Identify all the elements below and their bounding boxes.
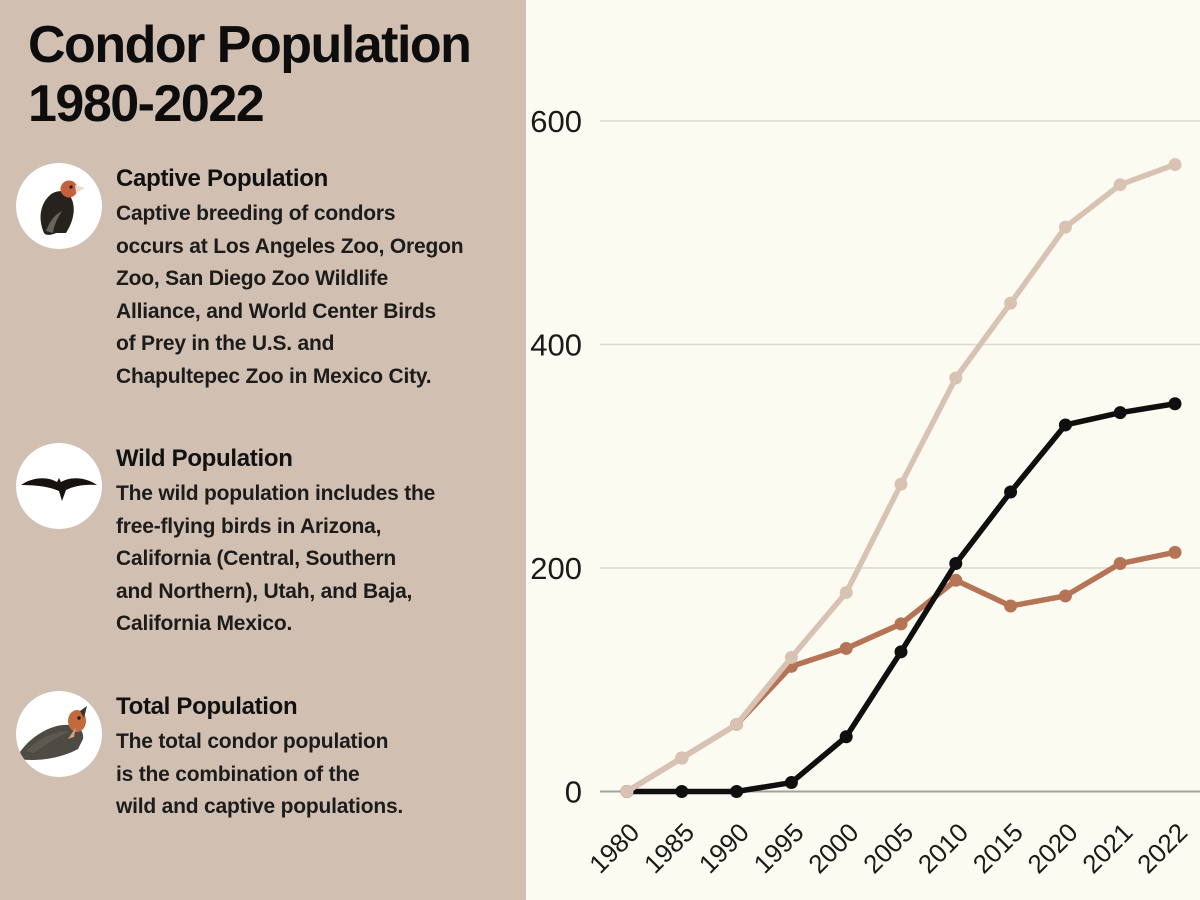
total-photo-circle bbox=[16, 691, 102, 777]
captive-photo-circle bbox=[16, 163, 102, 249]
data-point-captive-population bbox=[1168, 545, 1182, 559]
data-point-total-population bbox=[675, 751, 689, 765]
legend-body-wild: The wild population includes the free-fl… bbox=[116, 482, 436, 635]
legend-heading-wild: Wild Population bbox=[116, 445, 293, 472]
legend-heading-captive: Captive Population bbox=[116, 165, 328, 192]
data-point-wild-population bbox=[675, 785, 689, 798]
y-tick-label: 600 bbox=[530, 104, 582, 139]
data-point-captive-population bbox=[949, 573, 963, 587]
condor-standing-icon bbox=[40, 180, 85, 235]
legend-body-total: The total condor population is the combi… bbox=[116, 730, 404, 818]
legend-heading-total: Total Population bbox=[116, 693, 298, 720]
x-tick-label: 2005 bbox=[857, 817, 919, 879]
x-tick-label: 2010 bbox=[912, 817, 974, 879]
data-point-wild-population bbox=[730, 785, 744, 798]
data-point-captive-population bbox=[1113, 557, 1127, 571]
condor-population-line-chart: 0200400600198019851990199520002005201020… bbox=[530, 104, 1200, 879]
legend-body-captive: Captive breeding of condors occurs at Lo… bbox=[116, 202, 464, 388]
x-tick-label: 1985 bbox=[638, 817, 700, 879]
x-tick-label: 1980 bbox=[583, 817, 645, 879]
data-point-total-population bbox=[1058, 220, 1072, 234]
series-line-wild-population bbox=[624, 400, 1178, 795]
data-point-total-population bbox=[894, 477, 908, 491]
data-point-total-population bbox=[839, 586, 853, 600]
y-tick-label: 200 bbox=[530, 551, 582, 586]
condor-flying-icon bbox=[21, 478, 97, 501]
data-point-total-population bbox=[1168, 158, 1182, 172]
data-point-captive-population bbox=[1058, 589, 1072, 603]
series-line-captive-population bbox=[624, 549, 1178, 795]
legend-item-total: Total Population The total condor popula… bbox=[16, 691, 518, 824]
data-point-wild-population bbox=[839, 730, 853, 744]
data-point-total-population bbox=[730, 717, 744, 731]
data-point-wild-population bbox=[949, 557, 963, 571]
data-point-captive-population bbox=[839, 641, 853, 655]
condor-head-icon bbox=[18, 706, 87, 760]
x-tick-label: 1990 bbox=[693, 817, 755, 879]
data-point-wild-population bbox=[894, 645, 908, 659]
x-tick-label: 2022 bbox=[1131, 817, 1193, 879]
chart-panel: 0 200 400 600 1980 1985 1990 1995 2000 2005 2010 20… bbox=[526, 0, 1200, 900]
data-point-wild-population bbox=[1168, 397, 1182, 411]
legend-item-captive: Captive Population Captive breeding of c… bbox=[16, 163, 518, 393]
legend-text-total: Total Population The total condor popula… bbox=[116, 691, 518, 824]
wild-photo-circle bbox=[16, 443, 102, 529]
sidebar: Condor Population 1980-2022 Captive Popu… bbox=[0, 0, 526, 900]
data-point-total-population bbox=[1113, 178, 1127, 192]
x-tick-label: 2015 bbox=[967, 817, 1029, 879]
data-point-total-population bbox=[949, 371, 963, 385]
x-tick-label: 2020 bbox=[1022, 817, 1084, 879]
data-point-wild-population bbox=[1058, 418, 1072, 432]
page-title: Condor Population 1980-2022 bbox=[28, 16, 472, 133]
data-point-total-population bbox=[784, 650, 798, 664]
data-point-total-population bbox=[620, 785, 634, 798]
data-point-wild-population bbox=[784, 776, 798, 790]
data-point-total-population bbox=[1004, 296, 1018, 310]
x-tick-label: 2000 bbox=[802, 817, 864, 879]
legend-text-captive: Captive Population Captive breeding of c… bbox=[116, 163, 518, 393]
data-point-captive-population bbox=[1004, 599, 1018, 613]
y-tick-label: 400 bbox=[530, 328, 582, 363]
x-tick-label: 1995 bbox=[748, 817, 810, 879]
data-point-captive-population bbox=[894, 617, 908, 631]
data-point-wild-population bbox=[1004, 485, 1018, 499]
x-tick-label: 2021 bbox=[1076, 817, 1138, 879]
y-tick-label: 0 bbox=[565, 775, 582, 810]
data-point-wild-population bbox=[1113, 406, 1127, 420]
legend-text-wild: Wild Population The wild population incl… bbox=[116, 443, 518, 641]
legend-item-wild: Wild Population The wild population incl… bbox=[16, 443, 518, 641]
